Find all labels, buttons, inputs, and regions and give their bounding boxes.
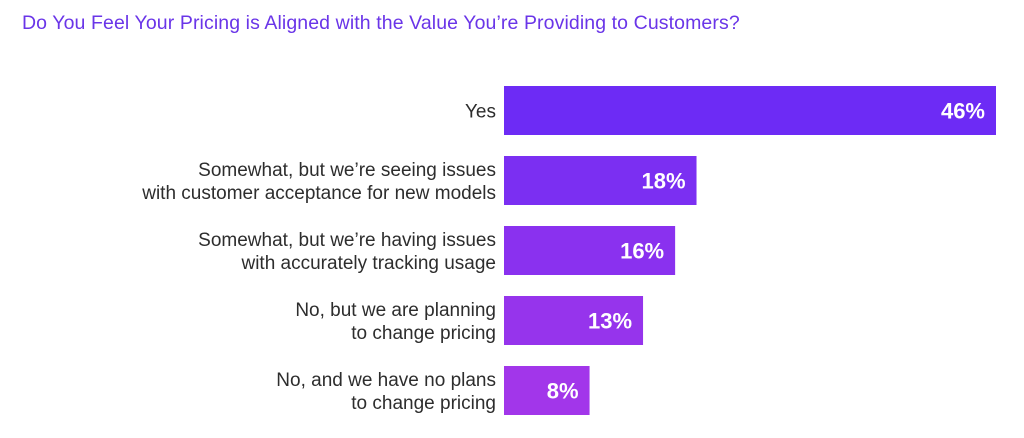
bar-4 bbox=[504, 296, 644, 345]
value-label-5: 8% bbox=[547, 379, 579, 404]
bar-3 bbox=[504, 226, 676, 275]
value-label-2: 18% bbox=[641, 169, 685, 194]
bars-layer: 46% Yes 18% Somewhat, but we’re seeing issu… bbox=[141, 86, 996, 415]
category-label-3-line-2: with accurately tracking usage bbox=[240, 253, 496, 274]
value-label-1: 46% bbox=[941, 99, 985, 124]
category-label-2-line-1: Somewhat, but we’re seeing issues bbox=[198, 160, 496, 181]
bar-5 bbox=[504, 366, 590, 415]
category-label-4-line-1: No, but we are planning bbox=[295, 300, 496, 321]
bar-2 bbox=[504, 156, 697, 205]
chart-title: Do You Feel Your Pricing is Aligned with… bbox=[22, 12, 740, 34]
category-label-4-line-2: to change pricing bbox=[351, 323, 496, 344]
bar-1 bbox=[504, 86, 996, 135]
category-label-1-line-1: Yes bbox=[465, 102, 496, 123]
value-label-3: 16% bbox=[620, 239, 664, 264]
category-label-5-line-2: to change pricing bbox=[351, 393, 496, 414]
category-label-3-line-1: Somewhat, but we’re having issues bbox=[198, 230, 496, 251]
category-label-2-line-2: with customer acceptance for new models bbox=[141, 183, 496, 204]
value-label-4: 13% bbox=[588, 309, 632, 334]
category-label-5-line-1: No, and we have no plans bbox=[276, 370, 496, 391]
